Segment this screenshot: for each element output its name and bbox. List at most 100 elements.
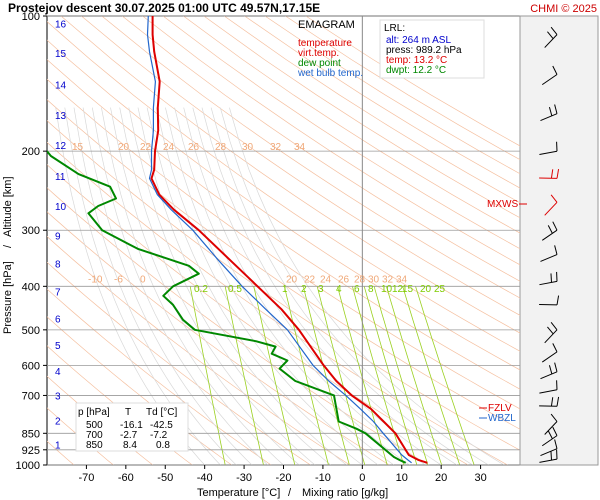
lrl-temp: temp: 13.2 °C [386,55,447,66]
theta-label: 26 [188,142,200,153]
theta-label: 24 [320,274,332,285]
mixing-ratio-label: 8 [368,284,374,295]
pressure-tick-label: 600 [22,360,40,372]
temp-tick-label: 20 [435,472,447,484]
pressure-tick-label: 925 [22,445,40,457]
table-header-td: Td [°C] [146,407,177,418]
temp-tick-label: -70 [78,472,94,484]
theta-label: 30 [242,142,254,153]
fzlv-marker: FZLV [479,403,512,414]
mixing-ratio-label: 1 [282,284,288,295]
y-axis-label: Pressure [hPa] [2,261,14,334]
temp-tick-label: -20 [276,472,292,484]
theta-label: 22 [140,142,152,153]
table-row-700-td: -7.2 [150,430,168,441]
wind-barb [544,26,558,48]
altitude-tick-label: 14 [55,80,67,91]
theta-label: 34 [294,142,306,153]
chart-title: Prostejov descent 30.07.2025 01:00 UTC 4… [8,1,320,15]
legend: EMAGRAM temperature virt.temp. dew point… [297,19,363,79]
fzlv-label: FZLV [488,403,512,414]
lrl-alt: alt: 264 m ASL [386,35,451,46]
mixing-ratio-label: 3 [318,284,324,295]
legend-dew-point: dew point [298,58,341,69]
wind-barb [541,65,558,86]
temp-tick-label: 30 [474,472,486,484]
theta-label: 22 [304,274,316,285]
wind-barb [544,413,558,435]
mixing-ratio-label: 4 [336,284,342,295]
dry-adiabat [47,21,520,352]
wind-barb [539,141,558,155]
pressure-tick-label: 850 [22,428,40,440]
theta-label: 30 [368,274,380,285]
wind-barb [544,322,558,344]
mixing-ratio-label: 2 [301,284,307,295]
temp-tick-label: -30 [236,472,252,484]
wbzl-marker: WBZL [479,413,516,424]
x-axis-label: Temperature [°C] [197,487,280,499]
theta-label: 34 [396,274,408,285]
dry-adiabat [162,16,520,250]
wind-barb [541,343,558,363]
dry-adiabat [81,16,520,316]
dry-adiabat [183,16,520,234]
theta-label: 24 [163,142,175,153]
wind-barb [541,221,558,241]
mxws-marker: MXWS [487,199,527,210]
altitude-tick-label: 1 [55,440,61,451]
series-dew-point [47,150,407,464]
altitude-tick-label: 16 [55,20,67,31]
dry-adiabat [47,78,520,410]
altitude-tick-label: 12 [55,141,67,152]
mixing-ratio-label: 15 [402,284,414,295]
altitude-tick-label: 6 [55,315,61,326]
temp-tick-label: 10 [396,472,408,484]
wind-barb [539,271,558,286]
table-row-500-t: -16.1 [120,420,143,431]
altitude-tick-label: 11 [55,172,66,183]
altitude-tick-label: 8 [55,260,61,271]
lrl-box: LRL: alt: 264 m ASL press: 989.2 hPa tem… [379,19,485,79]
dry-adiabat [101,16,520,299]
temp-tick-label: -50 [157,472,173,484]
wind-barb [540,439,558,457]
lrl-title: LRL: [384,23,405,34]
theta-label: 28 [354,274,366,285]
wind-barb [540,104,558,122]
dry-adiabat [203,16,520,219]
altitude-tick-label: 5 [55,341,61,352]
altitude-tick-label: 2 [55,416,61,427]
wind-barb [541,426,558,447]
series-wet-bulb-temp [146,16,412,464]
theta-label: 26 [338,274,350,285]
temp-tick-label: 0 [359,472,365,484]
altitude-tick-label: 10 [55,202,67,213]
theta-label: 0 [140,274,146,285]
dry-adiabat [142,16,520,266]
table-row-500-td: -42.5 [150,420,173,431]
altitude-tick-label: 15 [55,49,67,60]
copyright: CHMI © 2025 [530,3,597,15]
y-axis-separator: / [2,244,14,248]
mixing-ratio-label: 12 [392,284,404,295]
altitude-tick-label: 13 [55,111,67,122]
table-row-500-p: 500 [86,420,103,431]
y-axis-label-altitude: Altitude [km] [2,176,14,237]
theta-label: -6 [114,274,123,285]
table-header-p: p [hPa] [78,407,110,418]
pressure-tick-label: 400 [22,281,40,293]
level-table: p [hPa] T Td [°C] 500 -16.1 -42.5 700 -2… [75,402,189,452]
theta-label: 20 [286,274,298,285]
mixing-ratio-label: 0.2 [194,284,208,295]
x-axis-separator: / [288,487,292,499]
mixing-ratio-label: 10 [381,284,393,295]
wind-barb [540,362,558,380]
pressure-tick-label: 300 [22,225,40,237]
wind-panel [519,15,599,466]
legend-virt-temp: virt.temp. [298,48,339,59]
altitude-tick-label: 7 [55,288,61,299]
pressure-tick-label: 100 [22,11,40,23]
wbzl-label: WBZL [488,413,516,424]
theta-label: 20 [118,142,130,153]
